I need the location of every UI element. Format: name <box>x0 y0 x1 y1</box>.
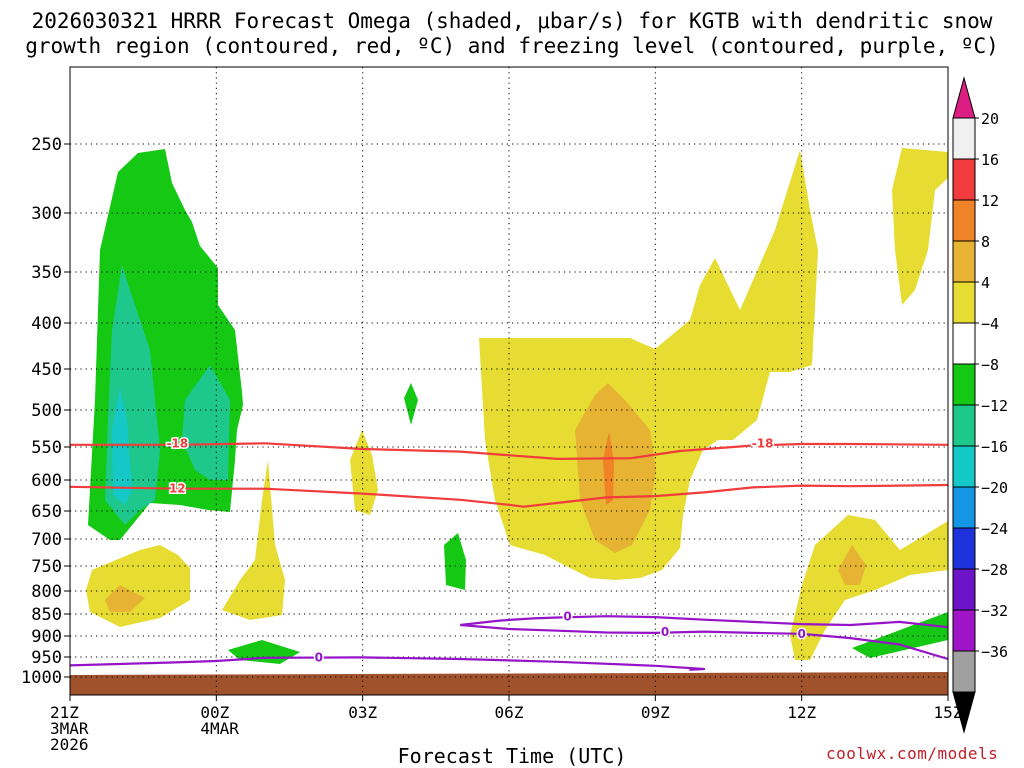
omega-region-plus-4-col <box>222 460 285 620</box>
y-tick-label-1000: 1000 <box>21 668 62 688</box>
colorbar: 20 16 12 8 4 −4 −8 −12 −16 −20 −24 −28 −32 −36 <box>952 76 1008 734</box>
colorbar-swatch-12 <box>952 609 976 652</box>
colorbar-swatch-13 <box>952 650 976 693</box>
terrain-below-surface <box>70 672 948 695</box>
y-tick-label-750: 750 <box>31 557 62 577</box>
contour-label-4: 0 <box>661 625 669 639</box>
contour-label-3: 0 <box>563 610 571 624</box>
chart-title-line-1: 2026030321 HRRR Forecast Omega (shaded, … <box>31 9 993 33</box>
colorbar-label-9: −20 <box>981 479 1008 497</box>
omega-region-plus-4-main <box>479 150 818 580</box>
x-tick-label-15-0: 12Z <box>787 703 816 722</box>
x-axis-title: Forecast Time (UTC) <box>397 744 627 768</box>
y-axis: 2503003504004505005506006507007508008509… <box>21 135 70 688</box>
contour-label-2: 12 <box>169 482 186 496</box>
omega-region-plus-8-lowleft <box>105 585 145 612</box>
omega-region-minus-12-right <box>182 365 230 480</box>
y-tick-label-650: 650 <box>31 502 62 522</box>
contour-label-5: 0 <box>797 627 805 641</box>
contour-0 <box>70 442 949 460</box>
y-tick-label-500: 500 <box>31 401 62 421</box>
colorbar-label-6: −8 <box>981 356 999 374</box>
colorbar-swatch-4 <box>952 281 976 324</box>
y-tick-label-550: 550 <box>31 438 62 458</box>
x-tick-label-3-1: 4MAR <box>200 719 239 738</box>
colorbar-swatch-10 <box>952 527 976 570</box>
colorbar-swatch-11 <box>952 568 976 611</box>
contour-label-1: -18 <box>752 436 774 450</box>
colorbar-label-11: −28 <box>981 561 1008 579</box>
grid-lines <box>70 67 948 695</box>
y-tick-label-700: 700 <box>31 530 62 550</box>
colorbar-bottom-arrow <box>952 691 976 734</box>
colorbar-swatch-6 <box>952 363 976 406</box>
omega-region-plus-4-mid <box>350 430 378 515</box>
omega-region-plus-4-top-right <box>892 148 948 305</box>
colorbar-top-arrow <box>952 76 976 119</box>
y-tick-label-600: 600 <box>31 471 62 491</box>
colorbar-swatch-2 <box>952 199 976 242</box>
y-tick-label-950: 950 <box>31 648 62 668</box>
x-tick-label-3-0: 00Z <box>200 703 229 722</box>
colorbar-label-0: 20 <box>981 110 999 128</box>
y-tick-label-350: 350 <box>31 263 62 283</box>
colorbar-label-7: −12 <box>981 397 1008 415</box>
colorbar-swatch-8 <box>952 445 976 488</box>
x-tick-label-0-2: 2026 <box>50 735 89 754</box>
colorbar-label-4: 4 <box>981 274 990 292</box>
x-tick-label-0-0: 21Z <box>50 703 79 722</box>
contour-label-6: 0 <box>315 650 323 664</box>
contour-4 <box>69 656 706 671</box>
omega-region-plus-4-lowleft <box>86 545 190 627</box>
omega-region-small-1 <box>404 383 418 425</box>
omega-region-plus-8-low <box>838 545 866 585</box>
omega-region-plus-12-core <box>603 432 614 505</box>
y-tick-label-450: 450 <box>31 360 62 380</box>
omega-region-plus-4-low-right <box>790 515 948 660</box>
colorbar-label-2: 12 <box>981 192 999 210</box>
y-tick-label-250: 250 <box>31 135 62 155</box>
x-tick-label-18-0: 15Z <box>934 703 963 722</box>
colorbar-label-1: 16 <box>981 151 999 169</box>
colorbar-swatch-1 <box>952 158 976 201</box>
x-tick-label-6-0: 03Z <box>348 703 377 722</box>
omega-shading <box>86 148 948 664</box>
colorbar-label-13: −36 <box>981 643 1008 661</box>
contour-2 <box>460 615 949 629</box>
y-tick-label-850: 850 <box>31 605 62 625</box>
contour-1 <box>69 483 949 508</box>
contour-lines: -18 -18 12 0 0 0 0 <box>69 435 949 671</box>
y-tick-label-800: 800 <box>31 582 62 602</box>
omega-region-small-2 <box>444 533 466 590</box>
source-credit[interactable]: coolwx.com/models <box>826 744 999 763</box>
colorbar-label-8: −16 <box>981 438 1008 456</box>
x-tick-label-12-0: 09Z <box>641 703 670 722</box>
x-tick-label-0-1: 3MAR <box>50 719 89 738</box>
colorbar-swatch-3 <box>952 240 976 283</box>
x-tick-label-9-0: 06Z <box>495 703 524 722</box>
colorbar-swatch-9 <box>952 486 976 529</box>
y-tick-label-400: 400 <box>31 314 62 334</box>
colorbar-label-3: 8 <box>981 233 990 251</box>
colorbar-swatch-7 <box>952 404 976 447</box>
colorbar-label-5: −4 <box>981 315 999 333</box>
colorbar-label-10: −24 <box>981 520 1008 538</box>
chart-title-line-2: growth region (contoured, red, ºC) and f… <box>25 34 999 58</box>
omega-region-small-4 <box>852 612 948 658</box>
y-tick-label-300: 300 <box>31 204 62 224</box>
y-tick-label-900: 900 <box>31 627 62 647</box>
colorbar-label-12: −32 <box>981 602 1008 620</box>
contour-3 <box>460 623 949 661</box>
colorbar-swatch-0 <box>952 117 976 160</box>
colorbar-swatch-5 <box>952 322 976 365</box>
contour-label-0: -18 <box>166 436 188 450</box>
